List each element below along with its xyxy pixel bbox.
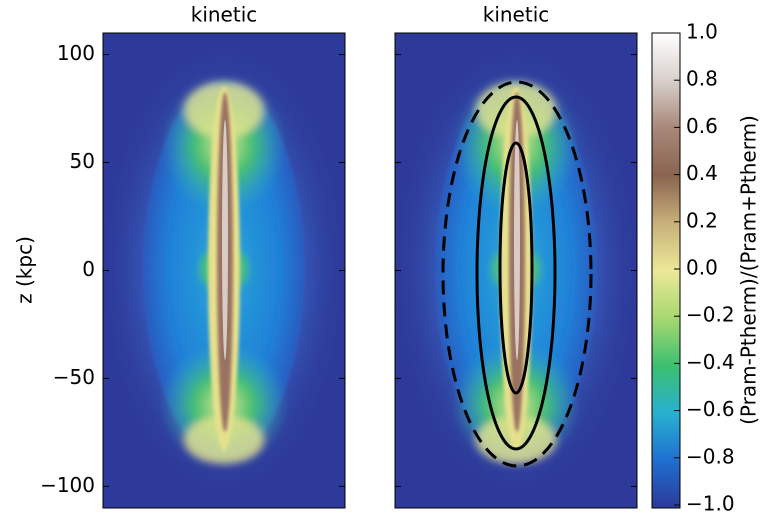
colorbar-label: (Pram-Ptherm)/(Pram+Ptherm) <box>737 115 761 425</box>
colorbar-tick-label: −0.4 <box>686 350 735 374</box>
y-tick-label: −50 <box>53 365 95 389</box>
colorbar-tick-label: 1.0 <box>686 20 718 44</box>
y-tick-label: 100 <box>57 41 95 65</box>
y-axis-label: z (kpc) <box>13 236 37 304</box>
y-tick-label: 0 <box>82 257 95 281</box>
colorbar <box>652 33 680 508</box>
y-tick-label: 50 <box>70 149 95 173</box>
heatmap-image <box>99 33 349 508</box>
colorbar-tick-label: 0.0 <box>686 256 718 280</box>
colorbar-tick-label: −0.2 <box>686 303 735 327</box>
panel-title: kinetic <box>483 3 550 27</box>
y-tick-label: −100 <box>40 473 95 497</box>
colorbar-tick-label: 0.2 <box>686 208 718 232</box>
colorbar-tick-label: 0.4 <box>686 161 718 185</box>
colorbar-tick-label: −1.0 <box>686 492 735 516</box>
colorbar-tick-label: 0.8 <box>686 67 718 91</box>
colorbar-tick-label: −0.6 <box>686 397 735 421</box>
panel-title: kinetic <box>191 3 258 27</box>
colorbar-tick-label: 0.6 <box>686 114 718 138</box>
colorbar-tick-label: −0.8 <box>686 444 735 468</box>
heatmap-image <box>391 33 641 508</box>
figure: kinetic kinetic z (kpc) (Pram-Ptherm)/(P… <box>0 0 772 520</box>
